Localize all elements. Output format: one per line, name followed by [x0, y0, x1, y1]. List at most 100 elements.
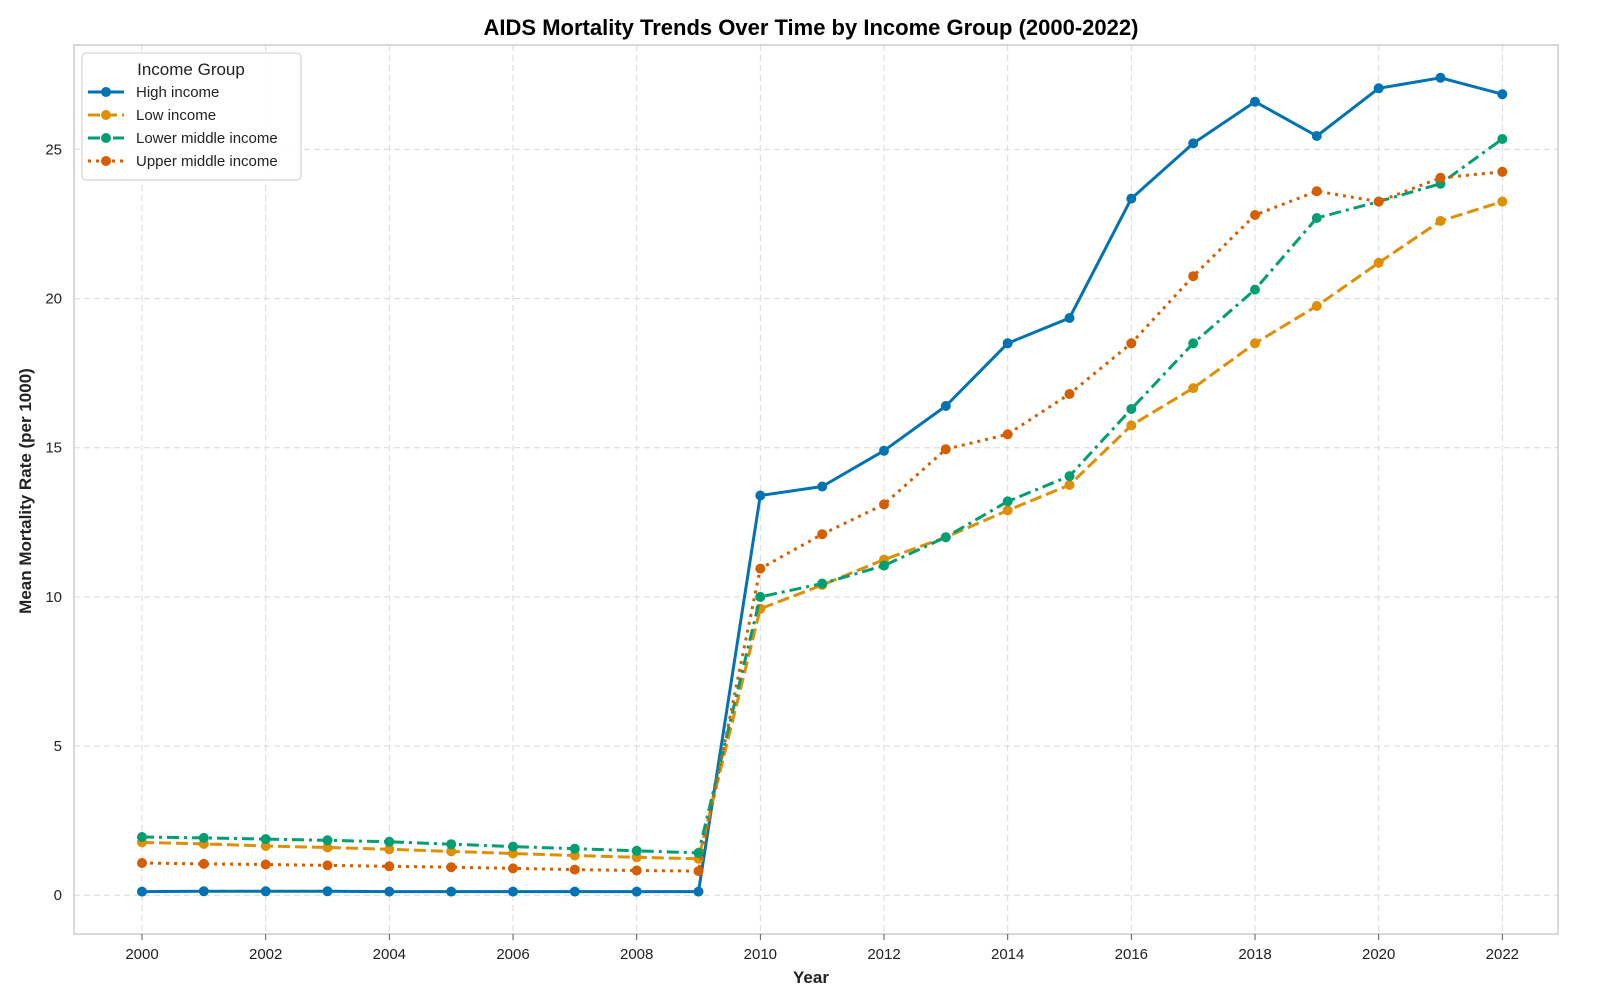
x-tick-label: 2006	[496, 946, 529, 963]
data-point	[508, 886, 518, 897]
data-point	[1497, 134, 1508, 144]
data-point	[631, 886, 642, 897]
data-point	[693, 886, 704, 897]
data-point	[817, 481, 828, 492]
data-point	[1002, 429, 1013, 440]
grid	[74, 45, 1558, 934]
data-point	[1435, 216, 1446, 226]
data-point	[1250, 338, 1260, 349]
data-point	[1126, 420, 1137, 431]
data-point	[940, 401, 951, 411]
data-point	[755, 490, 766, 501]
legend-title: Income Group	[137, 60, 245, 79]
legend-item-low-income: Low income	[88, 107, 216, 124]
x-axis-label: Year	[793, 968, 829, 987]
x-tick-label: 2018	[1238, 946, 1271, 963]
data-point	[1064, 313, 1075, 323]
data-point	[879, 560, 889, 571]
data-point	[384, 836, 395, 847]
data-point	[322, 886, 333, 897]
legend-swatch-marker	[101, 156, 111, 166]
data-point	[1435, 72, 1446, 83]
data-point	[631, 865, 642, 876]
data-point	[569, 843, 580, 854]
y-tick-label: 0	[54, 887, 62, 904]
x-tick-label: 2012	[867, 946, 900, 963]
data-point	[260, 841, 271, 851]
data-point	[198, 886, 209, 897]
data-point	[322, 835, 333, 846]
data-point	[940, 532, 951, 543]
data-point	[569, 886, 580, 897]
data-point	[879, 499, 889, 510]
data-point	[755, 591, 766, 602]
data-point	[755, 563, 766, 574]
legend-item-lower-middle-income: Lower middle income	[88, 130, 278, 147]
x-axis: 2000 2002 2004 2006 2008 2010 2012 2014 2016 2018…	[125, 934, 1519, 963]
y-tick-label: 15	[45, 440, 62, 457]
data-point	[1064, 471, 1075, 482]
y-axis: 0 5 10 15 20 25	[45, 141, 62, 904]
data-point	[1126, 193, 1137, 204]
legend-swatch-marker	[101, 133, 111, 143]
data-point	[693, 866, 704, 877]
data-point	[1373, 257, 1384, 268]
data-point	[446, 846, 457, 857]
y-tick-label: 20	[45, 291, 62, 308]
x-tick-label: 2002	[249, 946, 282, 963]
data-point	[817, 529, 828, 540]
data-point	[198, 832, 209, 843]
data-point	[1435, 172, 1446, 183]
legend-label: Lower middle income	[136, 130, 278, 147]
y-axis-label: Mean Mortality Rate (per 1000)	[16, 368, 35, 614]
data-point	[1002, 496, 1013, 507]
data-point	[1373, 196, 1384, 207]
data-point	[1188, 383, 1199, 394]
legend-swatch-marker	[101, 87, 111, 97]
data-point	[940, 444, 951, 455]
data-point	[1250, 210, 1260, 220]
data-point	[322, 842, 333, 853]
data-point	[1064, 389, 1075, 399]
data-point	[446, 886, 457, 897]
data-point	[1250, 284, 1260, 295]
data-point	[1250, 96, 1260, 107]
y-tick-label: 25	[45, 141, 62, 158]
data-point	[260, 886, 271, 897]
data-point	[1373, 83, 1384, 94]
data-point	[446, 839, 457, 850]
data-point	[631, 845, 642, 856]
data-point	[137, 886, 147, 897]
data-point	[1126, 338, 1137, 349]
data-point	[137, 858, 147, 868]
legend-item-upper-middle-income: Upper middle income	[88, 153, 278, 170]
data-point	[1188, 138, 1199, 149]
series-lower-middle-income	[137, 134, 1508, 858]
data-point	[384, 861, 395, 872]
legend: Income Group High income Low income Lower …	[81, 52, 302, 181]
legend-label: Upper middle income	[136, 153, 278, 170]
chart-title: AIDS Mortality Trends Over Time by Incom…	[484, 15, 1139, 40]
data-point	[1002, 338, 1013, 349]
data-point	[260, 834, 271, 845]
data-point	[1126, 404, 1137, 414]
data-point	[1497, 166, 1508, 177]
legend-swatch-marker	[101, 110, 111, 120]
series-lines	[137, 72, 1508, 897]
data-point	[1497, 196, 1508, 207]
series-low-income	[137, 196, 1508, 864]
data-point	[137, 832, 147, 842]
data-point	[260, 859, 271, 870]
x-tick-label: 2020	[1362, 946, 1395, 963]
x-tick-label: 2014	[991, 946, 1024, 963]
series-high-income	[137, 72, 1508, 897]
data-point	[1002, 505, 1013, 516]
legend-items: High income Low income Lower middle income…	[88, 84, 278, 170]
data-point	[1497, 89, 1508, 100]
data-point	[1311, 131, 1322, 141]
data-point	[879, 445, 889, 456]
x-tick-label: 2008	[620, 946, 653, 963]
legend-item-high-income: High income	[88, 84, 219, 101]
data-point	[384, 844, 395, 855]
